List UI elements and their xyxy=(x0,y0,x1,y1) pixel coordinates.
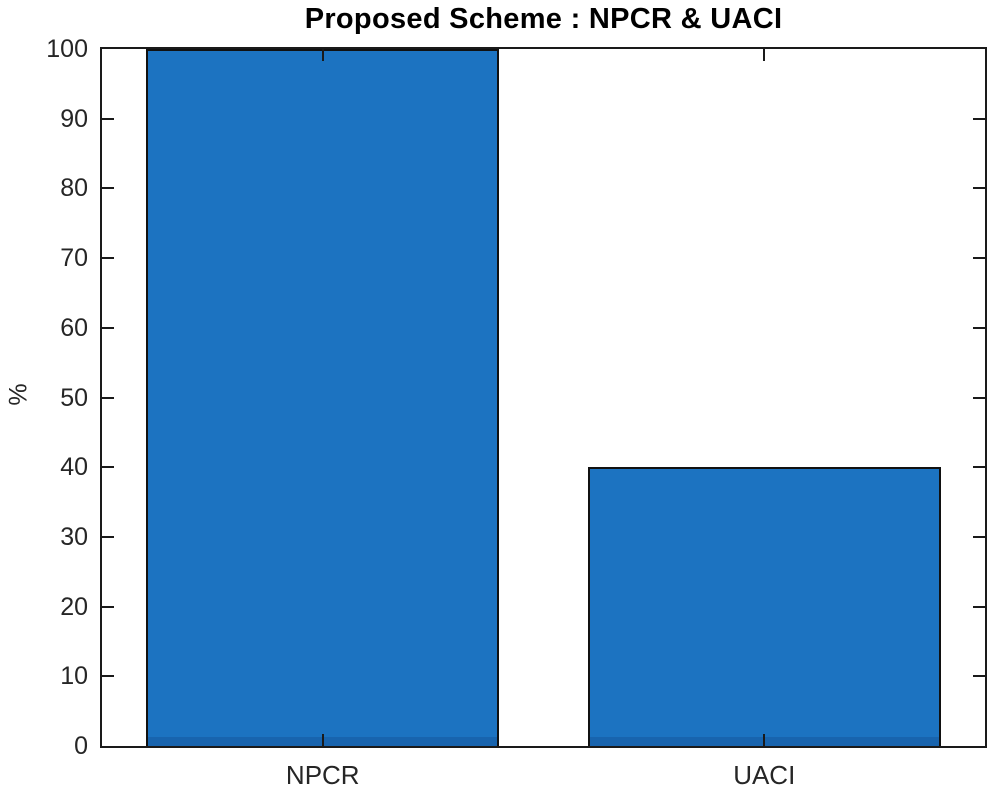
y-tick-mark xyxy=(973,605,985,608)
y-tick-mark xyxy=(973,257,985,260)
x-tick-label-npcr: NPCR xyxy=(285,760,360,790)
y-tick-label-0: 0 xyxy=(74,732,88,760)
y-tick-mark xyxy=(102,117,114,120)
y-tick-label-10: 10 xyxy=(60,662,88,691)
x-tick-mark xyxy=(321,49,324,61)
y-tick-mark xyxy=(973,675,985,678)
y-tick-label-90: 90 xyxy=(60,104,88,133)
y-tick-label-70: 70 xyxy=(60,244,88,273)
y-tick-label-30: 30 xyxy=(60,522,88,551)
y-tick-mark xyxy=(973,187,985,190)
y-tick-label-100: 100 xyxy=(46,35,88,63)
y-tick-mark xyxy=(973,326,985,329)
y-tick-mark xyxy=(973,466,985,469)
y-tick-label-40: 40 xyxy=(60,453,88,482)
y-tick-mark xyxy=(102,187,114,190)
x-axis-tick-labels: NPCR UACI xyxy=(102,760,985,794)
y-tick-mark xyxy=(102,605,114,608)
y-tick-mark xyxy=(973,117,985,120)
x-tick-mark xyxy=(763,734,766,746)
x-tick-label-uaci: UACI xyxy=(733,760,796,790)
y-tick-label-20: 20 xyxy=(60,592,88,621)
y-tick-mark xyxy=(973,535,985,538)
y-tick-mark xyxy=(102,326,114,329)
y-axis-tick-labels: 0 10 20 30 40 50 60 70 80 90 100 xyxy=(0,36,88,759)
y-tick-label-50: 50 xyxy=(60,383,88,412)
y-tick-mark xyxy=(973,396,985,399)
y-tick-mark xyxy=(102,535,114,538)
plot-area xyxy=(100,47,987,748)
bar-uaci xyxy=(587,467,941,746)
y-tick-mark xyxy=(102,466,114,469)
y-tick-label-80: 80 xyxy=(60,174,88,203)
y-tick-label-60: 60 xyxy=(60,313,88,342)
chart-title: Proposed Scheme : NPCR & UACI xyxy=(304,3,783,35)
y-tick-mark xyxy=(102,257,114,260)
y-tick-mark xyxy=(102,396,114,399)
x-tick-mark xyxy=(763,49,766,61)
x-tick-mark xyxy=(321,734,324,746)
y-tick-mark xyxy=(102,675,114,678)
bar-npcr xyxy=(146,49,500,746)
